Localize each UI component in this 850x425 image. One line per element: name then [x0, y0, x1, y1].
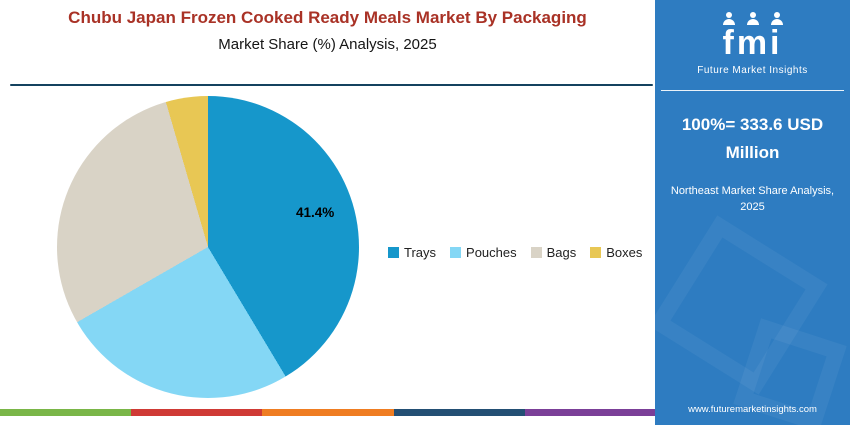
- market-size-line1: 100%= 333.6 USD: [681, 114, 824, 134]
- legend-label: Boxes: [606, 245, 643, 260]
- pie-slice-label: 41.4%: [296, 205, 335, 220]
- stripe-segment: [0, 409, 132, 416]
- analysis-note-line2: 2025: [740, 201, 765, 214]
- legend: Trays Pouches Bags Boxes: [388, 245, 642, 260]
- header: Chubu Japan Frozen Cooked Ready Meals Ma…: [0, 7, 655, 53]
- legend-label: Bags: [546, 245, 577, 260]
- fmi-logo: fmi Future Market Insights: [655, 10, 850, 76]
- fmi-logo-text: fmi: [722, 24, 783, 62]
- stripe-segment: [393, 409, 525, 416]
- legend-swatch: [388, 247, 399, 258]
- footer-stripe: [0, 409, 657, 416]
- stripe-segment: [262, 409, 394, 416]
- analysis-note-line1: Northeast Market Share Analysis,: [670, 184, 835, 197]
- website-link[interactable]: www.futuremarketinsights.com: [688, 404, 817, 415]
- legend-item-boxes: Boxes: [590, 245, 642, 260]
- market-size-stat: 100%= 333.6 USD Million: [655, 111, 850, 167]
- legend-swatch: [530, 247, 542, 258]
- fmi-logo-tagline: Future Market Insights: [697, 64, 808, 76]
- sidebar-divider: [661, 89, 844, 91]
- legend-swatch: [590, 247, 602, 258]
- chart-panel: Chubu Japan Frozen Cooked Ready Meals Ma…: [0, 7, 657, 416]
- legend-label: Pouches: [466, 245, 517, 260]
- market-size-line2: Million: [725, 142, 780, 162]
- stripe-segment: [131, 409, 263, 416]
- legend-label: Trays: [404, 245, 437, 260]
- legend-swatch: [450, 247, 462, 258]
- fmi-logo-people-icons: [655, 10, 850, 26]
- legend-item-trays: Trays: [388, 245, 436, 260]
- page-title: Chubu Japan Frozen Cooked Ready Meals Ma…: [68, 8, 587, 27]
- page-subtitle: Market Share (%) Analysis, 2025: [218, 36, 437, 54]
- stripe-segment: [524, 409, 657, 416]
- header-divider: [10, 84, 653, 86]
- analysis-note: Northeast Market Share Analysis, 2025: [655, 183, 850, 216]
- legend-item-pouches: Pouches: [450, 245, 517, 260]
- brand-sidebar: fmi Future Market Insights 100%= 333.6 U…: [655, 0, 850, 425]
- pie-chart: [57, 96, 359, 398]
- legend-item-bags: Bags: [530, 245, 577, 260]
